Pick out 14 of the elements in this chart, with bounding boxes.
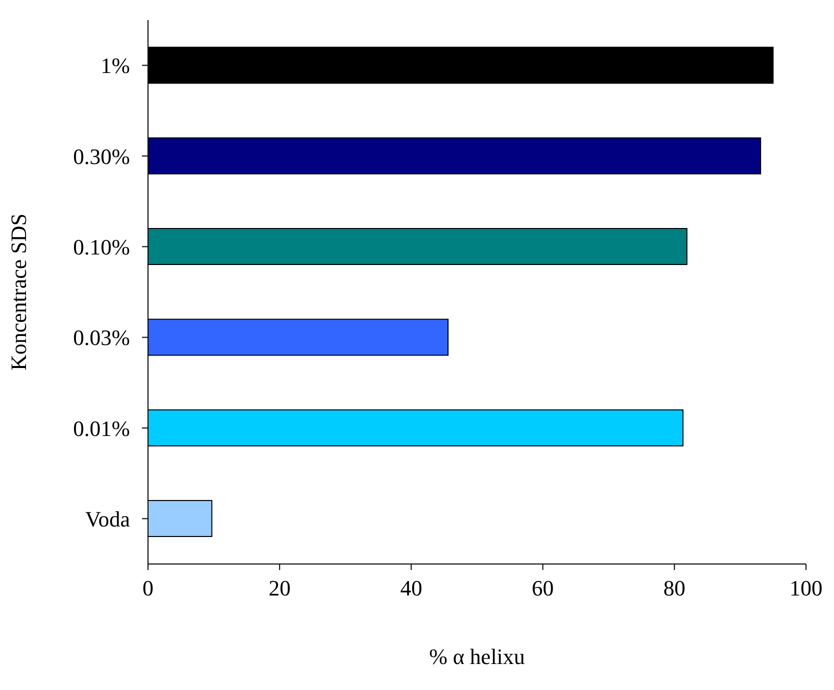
y-tick-label: 0.01% [73,416,130,441]
y-tick-label: Voda [85,506,130,532]
y-tick-label: 0.10% [73,234,130,260]
x-tick-label: 100 [790,576,822,601]
x-tick-label: 40 [400,576,422,601]
x-tick-label: 20 [268,576,291,601]
y-axis-title: Koncentrace SDS [6,213,31,371]
x-tick-label: 60 [532,576,554,601]
x-tick-label: 80 [663,576,686,601]
y-tick-label: 1% [100,53,130,78]
y-tick-label: 0.03% [73,325,130,350]
y-tick-label: 0.30% [73,144,130,169]
x-axis-title: % α helixu [429,644,525,669]
x-tick-label: 0 [142,576,154,601]
